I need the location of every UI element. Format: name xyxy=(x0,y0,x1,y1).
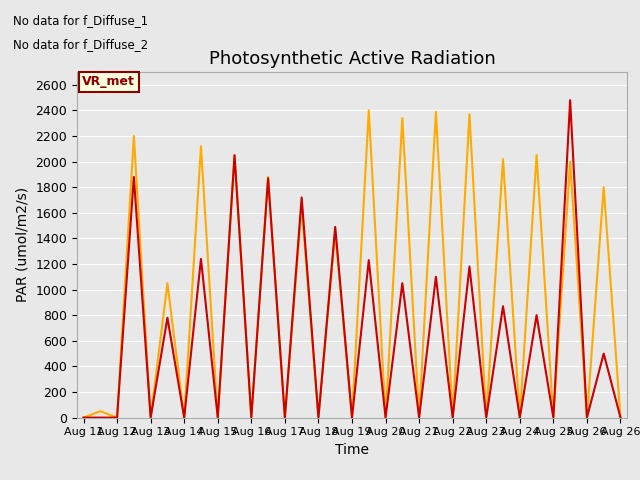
X-axis label: Time: Time xyxy=(335,443,369,457)
Title: Photosynthetic Active Radiation: Photosynthetic Active Radiation xyxy=(209,49,495,68)
Text: No data for f_Diffuse_2: No data for f_Diffuse_2 xyxy=(13,38,148,51)
Text: No data for f_Diffuse_1: No data for f_Diffuse_1 xyxy=(13,14,148,27)
Y-axis label: PAR (umol/m2/s): PAR (umol/m2/s) xyxy=(15,187,29,302)
Text: VR_met: VR_met xyxy=(83,75,135,88)
